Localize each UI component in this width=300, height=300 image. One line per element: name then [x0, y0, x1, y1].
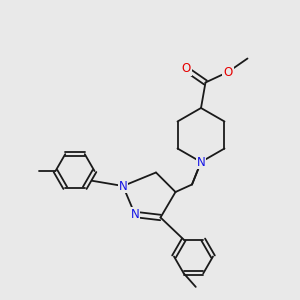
Text: O: O [224, 65, 232, 79]
Text: N: N [118, 179, 127, 193]
Text: N: N [196, 155, 206, 169]
Text: O: O [182, 62, 190, 76]
Text: N: N [130, 208, 140, 221]
